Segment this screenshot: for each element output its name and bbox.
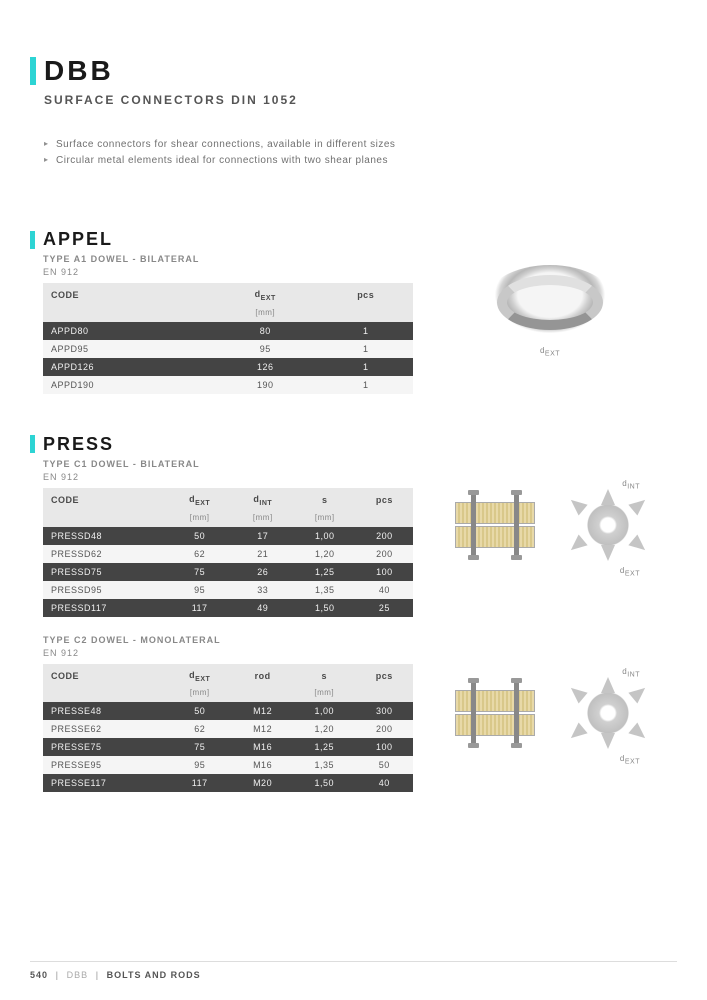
page-title: DBB bbox=[44, 55, 114, 87]
title-row: DBB bbox=[30, 55, 677, 87]
table-row: PRESSE9595M161,3550 bbox=[43, 756, 413, 774]
bullet-item: Surface connectors for shear connections… bbox=[44, 137, 677, 153]
col-dext: dEXT bbox=[167, 488, 231, 513]
press-c1-type-label: TYPE C1 DOWEL - BILATERAL bbox=[43, 459, 400, 469]
wood-assembly-image bbox=[445, 490, 545, 560]
appel-image-label: dEXT bbox=[540, 346, 560, 358]
col-pcs: pcs bbox=[318, 283, 413, 308]
col-code: CODE bbox=[43, 283, 212, 308]
col-code: CODE bbox=[43, 664, 167, 689]
press-c2-table: CODE dEXT rod s pcs [mm] [mm] PRESSE4850… bbox=[43, 664, 413, 793]
table-row: PRESSD7575261,25100 bbox=[43, 563, 413, 581]
col-dext: dEXT bbox=[212, 283, 318, 308]
appel-table-area: APPEL TYPE A1 DOWEL - BILATERAL EN 912 C… bbox=[30, 229, 400, 394]
table-row: PRESSE7575M161,25100 bbox=[43, 738, 413, 756]
unit-cell: [mm] bbox=[212, 308, 318, 322]
footer-chapter: BOLTS AND RODS bbox=[107, 970, 201, 980]
description-list: Surface connectors for shear connections… bbox=[44, 137, 677, 169]
col-dext: dEXT bbox=[167, 664, 232, 689]
table-row: PRESSD6262211,20200 bbox=[43, 545, 413, 563]
appel-ring-image bbox=[485, 265, 615, 340]
footer-separator: | bbox=[96, 970, 100, 980]
press-c1-en-label: EN 912 bbox=[43, 472, 400, 482]
press-c1-table-area: PRESS TYPE C1 DOWEL - BILATERAL EN 912 C… bbox=[30, 434, 400, 617]
section-title-row: APPEL bbox=[30, 229, 400, 250]
section-accent-bar bbox=[30, 435, 35, 453]
press-c2-type-label: TYPE C2 DOWEL - MONOLATERAL bbox=[43, 635, 400, 645]
press-c2-label-bot: dEXT bbox=[620, 754, 640, 766]
press-c2-image-area: dINT dEXT bbox=[430, 635, 670, 793]
press-c1-section: PRESS TYPE C1 DOWEL - BILATERAL EN 912 C… bbox=[30, 434, 677, 617]
press-c1-images bbox=[445, 490, 655, 560]
footer-page: 540 bbox=[30, 970, 48, 980]
table-row: APPD1261261 bbox=[43, 358, 413, 376]
press-title: PRESS bbox=[43, 434, 114, 455]
footer-section: DBB bbox=[67, 970, 89, 980]
col-pcs: pcs bbox=[356, 488, 413, 513]
press-c1-label-top: dINT bbox=[622, 479, 640, 491]
footer-separator: | bbox=[56, 970, 60, 980]
appel-table: CODE dEXT pcs [mm] APPD80801 APPD95951 A… bbox=[43, 283, 413, 394]
col-code: CODE bbox=[43, 488, 167, 513]
col-s: s bbox=[294, 488, 356, 513]
wood-assembly-image bbox=[445, 678, 545, 748]
table-row: PRESSE117117M201,5040 bbox=[43, 774, 413, 792]
appel-en-label: EN 912 bbox=[43, 267, 400, 277]
press-c2-en-label: EN 912 bbox=[43, 648, 400, 658]
appel-tbody: APPD80801 APPD95951 APPD1261261 APPD1901… bbox=[43, 322, 413, 394]
bullet-item: Circular metal elements ideal for connec… bbox=[44, 153, 677, 169]
table-row: PRESSD9595331,3540 bbox=[43, 581, 413, 599]
col-pcs: pcs bbox=[355, 664, 413, 689]
appel-section: APPEL TYPE A1 DOWEL - BILATERAL EN 912 C… bbox=[30, 229, 677, 394]
unit-cell bbox=[318, 308, 413, 322]
table-row: PRESSE6262M121,20200 bbox=[43, 720, 413, 738]
col-s: s bbox=[293, 664, 355, 689]
unit-cell bbox=[43, 308, 212, 322]
press-c2-label-top: dINT bbox=[622, 667, 640, 679]
appel-type-label: TYPE A1 DOWEL - BILATERAL bbox=[43, 254, 400, 264]
press-c2-images bbox=[445, 678, 655, 748]
section-accent-bar bbox=[30, 231, 35, 249]
col-rod: rod bbox=[232, 664, 293, 689]
appel-title: APPEL bbox=[43, 229, 113, 250]
table-row: APPD1901901 bbox=[43, 376, 413, 394]
toothed-plate-image bbox=[560, 678, 655, 748]
press-c1-image-area: dINT dEXT bbox=[430, 434, 670, 617]
table-row: PRESSD117117491,5025 bbox=[43, 599, 413, 617]
press-c2-table-area: TYPE C2 DOWEL - MONOLATERAL EN 912 CODE … bbox=[30, 635, 400, 793]
press-c1-label-bot: dEXT bbox=[620, 566, 640, 578]
appel-image-area: dEXT bbox=[430, 229, 670, 394]
page-footer: 540 | DBB | BOLTS AND RODS bbox=[30, 961, 677, 980]
page-subtitle: SURFACE CONNECTORS DIN 1052 bbox=[44, 93, 677, 107]
press-c2-tbody: PRESSE4850M121,00300 PRESSE6262M121,2020… bbox=[43, 702, 413, 792]
press-c1-table: CODE dEXT dINT s pcs [mm] [mm] [mm] PRES… bbox=[43, 488, 413, 617]
table-row: PRESSD4850171,00200 bbox=[43, 527, 413, 545]
table-row: APPD80801 bbox=[43, 322, 413, 340]
table-row: APPD95951 bbox=[43, 340, 413, 358]
page-header: DBB SURFACE CONNECTORS DIN 1052 bbox=[30, 55, 677, 107]
section-title-row: PRESS bbox=[30, 434, 400, 455]
title-accent-bar bbox=[30, 57, 36, 85]
press-c2-section: TYPE C2 DOWEL - MONOLATERAL EN 912 CODE … bbox=[30, 635, 677, 793]
press-c1-tbody: PRESSD4850171,00200 PRESSD6262211,20200 … bbox=[43, 527, 413, 617]
col-dint: dINT bbox=[232, 488, 294, 513]
toothed-plate-image bbox=[560, 490, 655, 560]
table-row: PRESSE4850M121,00300 bbox=[43, 702, 413, 720]
